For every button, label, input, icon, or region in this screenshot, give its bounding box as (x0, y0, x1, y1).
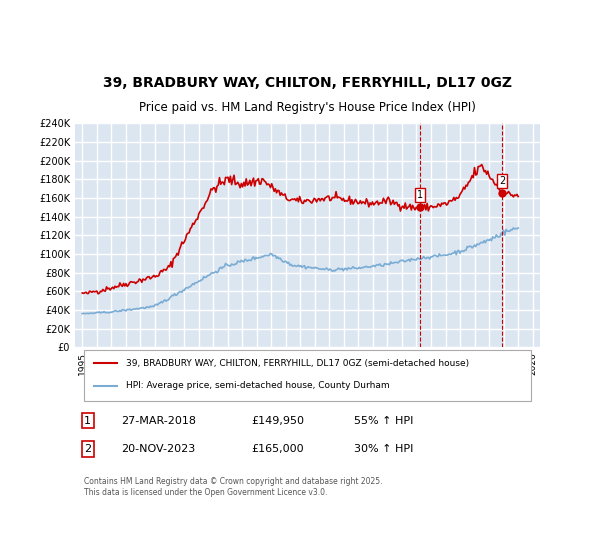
Text: 2: 2 (84, 444, 91, 454)
FancyBboxPatch shape (84, 351, 531, 401)
Text: 27-MAR-2018: 27-MAR-2018 (121, 416, 197, 426)
Text: 30% ↑ HPI: 30% ↑ HPI (354, 444, 413, 454)
Text: HPI: Average price, semi-detached house, County Durham: HPI: Average price, semi-detached house,… (126, 381, 390, 390)
Text: £149,950: £149,950 (252, 416, 305, 426)
Text: 55% ↑ HPI: 55% ↑ HPI (354, 416, 413, 426)
Text: 20-NOV-2023: 20-NOV-2023 (121, 444, 196, 454)
Text: 1: 1 (84, 416, 91, 426)
Text: 2: 2 (499, 176, 505, 186)
Text: 39, BRADBURY WAY, CHILTON, FERRYHILL, DL17 0GZ (semi-detached house): 39, BRADBURY WAY, CHILTON, FERRYHILL, DL… (126, 358, 469, 368)
Text: Contains HM Land Registry data © Crown copyright and database right 2025.
This d: Contains HM Land Registry data © Crown c… (84, 477, 383, 497)
Text: Price paid vs. HM Land Registry's House Price Index (HPI): Price paid vs. HM Land Registry's House … (139, 101, 476, 114)
Text: £165,000: £165,000 (252, 444, 304, 454)
Text: 1: 1 (417, 190, 423, 200)
Text: 39, BRADBURY WAY, CHILTON, FERRYHILL, DL17 0GZ: 39, BRADBURY WAY, CHILTON, FERRYHILL, DL… (103, 76, 512, 90)
